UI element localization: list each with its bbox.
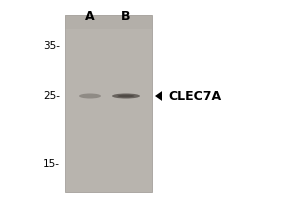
Text: 25-: 25- [43,91,60,101]
Ellipse shape [79,94,101,98]
Text: 35-: 35- [43,41,60,51]
Bar [65,15,152,29]
Ellipse shape [118,95,134,97]
Text: A: A [85,10,95,23]
Ellipse shape [112,94,140,98]
Bar [65,15,152,192]
Text: CLEC7A: CLEC7A [168,90,221,102]
Text: B: B [121,10,131,23]
Text: 15-: 15- [43,159,60,169]
Polygon shape [155,91,162,101]
